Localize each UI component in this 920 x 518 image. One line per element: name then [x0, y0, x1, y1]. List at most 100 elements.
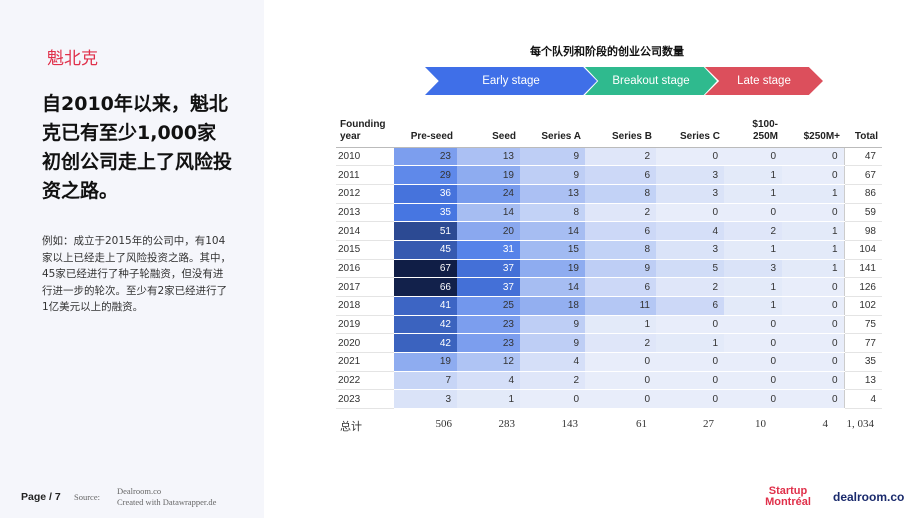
- cell-series-b: 8: [585, 240, 656, 260]
- header-series-c: Series C: [656, 112, 724, 148]
- cell-series-c: 0: [656, 147, 724, 167]
- cell-series-a: 14: [520, 277, 585, 297]
- cell-250m-plus: 1: [782, 240, 844, 260]
- cell-total: 59: [843, 203, 882, 223]
- body-text: 例如：成立于2015年的公司中，有104家以上已经走上了风险投资之路。其中，45…: [42, 235, 231, 313]
- cell-100-250m: 1: [724, 184, 782, 204]
- cell-seed: 24: [457, 184, 520, 204]
- cell-series-a: 9: [520, 315, 585, 335]
- cell-series-c: 5: [656, 259, 724, 279]
- cell-pre-seed: 19: [394, 352, 457, 372]
- cell-year: 2010: [336, 147, 394, 167]
- cell-series-b: 9: [585, 259, 656, 279]
- cell-series-a: 14: [520, 221, 585, 241]
- table-header-row: Founding year Pre-seed Seed Series A Ser…: [336, 112, 882, 148]
- cell-series-c: 0: [656, 389, 724, 410]
- header-250m-plus: $250M+: [782, 112, 844, 148]
- table-row: 2023 3 1 0 0 0 0 0 4: [336, 389, 882, 410]
- cell-series-c: 0: [656, 352, 724, 372]
- cell-year: 2013: [336, 203, 394, 223]
- cell-pre-seed: 42: [394, 315, 457, 335]
- cell-seed: 13: [457, 147, 520, 167]
- cell-series-b: 0: [585, 371, 656, 391]
- cell-series-b: 11: [585, 296, 656, 316]
- cell-total: 126: [843, 277, 882, 297]
- cell-pre-seed: 41: [394, 296, 457, 316]
- cell-total: 104: [843, 240, 882, 260]
- cell-year: 2015: [336, 240, 394, 260]
- totals-label: 总计: [340, 421, 362, 433]
- cell-250m-plus: 0: [782, 203, 844, 223]
- cell-series-a: 18: [520, 296, 585, 316]
- cell-seed: 37: [457, 259, 520, 279]
- dealroom-logo: dealroom.co: [833, 490, 905, 504]
- cell-series-c: 0: [656, 203, 724, 223]
- cell-250m-plus: 0: [782, 277, 844, 297]
- cell-series-b: 2: [585, 147, 656, 167]
- cell-series-b: 0: [585, 352, 656, 372]
- cell-seed: 37: [457, 277, 520, 297]
- cell-100-250m: 1: [724, 165, 782, 185]
- cell-series-a: 0: [520, 389, 585, 410]
- cell-seed: 25: [457, 296, 520, 316]
- cell-seed: 19: [457, 165, 520, 185]
- cell-pre-seed: 45: [394, 240, 457, 260]
- cell-pre-seed: 7: [394, 371, 457, 391]
- table-body: 2010 23 13 9 2 0 0 0 47 2011 29 19 9 6 3 1 0 67 2012 36 24 13…: [336, 147, 882, 410]
- cell-series-c: 4: [656, 221, 724, 241]
- total-series-b: 61: [636, 418, 647, 430]
- cell-series-a: 9: [520, 165, 585, 185]
- table-row: 2013 35 14 8 2 0 0 0 59: [336, 203, 882, 223]
- total-pre-seed: 506: [435, 418, 453, 430]
- cell-100-250m: 0: [724, 203, 782, 223]
- cell-year: 2022: [336, 371, 394, 391]
- cell-total: 141: [843, 259, 882, 279]
- total-100-250m: 10: [755, 418, 766, 430]
- cell-total: 4: [843, 389, 882, 410]
- startup-montreal-logo: Startup Montréal: [760, 486, 816, 512]
- cell-100-250m: 0: [724, 389, 782, 410]
- cell-series-a: 8: [520, 203, 585, 223]
- table-row: 2021 19 12 4 0 0 0 0 35: [336, 352, 882, 372]
- header-100-250m: $100-250M: [724, 112, 782, 148]
- cell-total: 86: [843, 184, 882, 204]
- cell-year: 2011: [336, 165, 394, 185]
- cell-pre-seed: 36: [394, 184, 457, 204]
- cell-series-c: 3: [656, 165, 724, 185]
- cell-year: 2012: [336, 184, 394, 204]
- table-row: 2016 67 37 19 9 5 3 1 141: [336, 259, 882, 279]
- table-row: 2014 51 20 14 6 4 2 1 98: [336, 221, 882, 241]
- cell-pre-seed: 35: [394, 203, 457, 223]
- cell-total: 102: [843, 296, 882, 316]
- totals-row: 总计 506 283 143 61 27 10 4 1, 034: [336, 418, 876, 436]
- cell-seed: 20: [457, 221, 520, 241]
- cell-series-c: 0: [656, 315, 724, 335]
- cell-year: 2020: [336, 333, 394, 354]
- cell-250m-plus: 0: [782, 165, 844, 185]
- cell-seed: 1: [457, 389, 520, 410]
- cell-series-b: 8: [585, 184, 656, 204]
- stage-late: Late stage: [705, 67, 823, 95]
- header-seed: Seed: [457, 112, 520, 148]
- header-series-b: Series B: [585, 112, 656, 148]
- logo-startup-line-1: Startup: [768, 485, 808, 497]
- cell-pre-seed: 42: [394, 333, 457, 354]
- table-row: 2019 42 23 9 1 0 0 0 75: [336, 315, 882, 335]
- cell-100-250m: 1: [724, 240, 782, 260]
- table-row: 2015 45 31 15 8 3 1 1 104: [336, 240, 882, 260]
- cell-pre-seed: 67: [394, 259, 457, 279]
- cell-pre-seed: 51: [394, 221, 457, 241]
- cell-250m-plus: 1: [782, 259, 844, 279]
- cell-250m-plus: 0: [782, 371, 844, 391]
- cell-seed: 23: [457, 333, 520, 354]
- cell-total: 75: [843, 315, 882, 335]
- cell-seed: 31: [457, 240, 520, 260]
- logo-startup-line-2: Montréal: [765, 496, 811, 508]
- cell-100-250m: 0: [724, 315, 782, 335]
- cell-250m-plus: 0: [782, 333, 844, 354]
- cohort-table: Founding year Pre-seed Seed Series A Ser…: [336, 112, 882, 410]
- cell-total: 47: [843, 147, 882, 167]
- total-seed: 283: [498, 418, 516, 430]
- cell-100-250m: 1: [724, 277, 782, 297]
- header-pre-seed: Pre-seed: [394, 112, 457, 148]
